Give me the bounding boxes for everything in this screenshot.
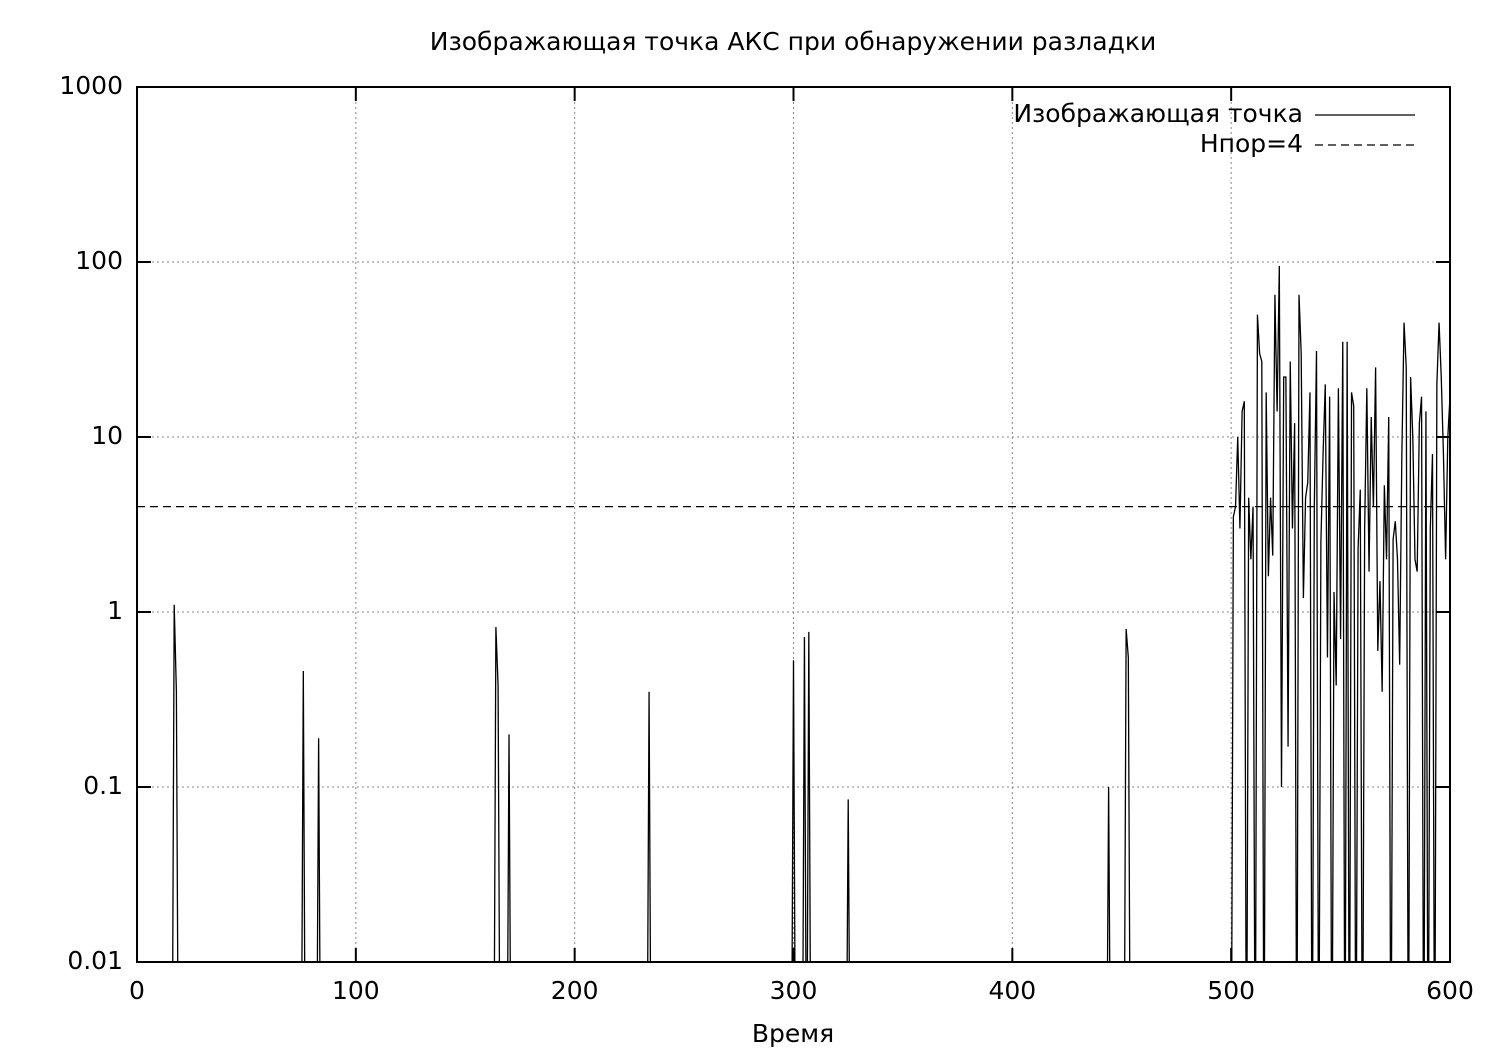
y-tick-label: 0.01	[67, 946, 123, 975]
x-tick-label: 0	[129, 976, 145, 1005]
y-tick-label: 0.1	[83, 771, 123, 800]
legend-label: Hпор=4	[1200, 129, 1303, 158]
x-tick-label: 400	[988, 976, 1036, 1005]
y-tick-label: 1000	[59, 71, 123, 100]
axes: 0.01 0.1 1 10 100 1000 0 100 200 300 400 500 600	[59, 71, 1473, 1005]
x-tick-label: 600	[1426, 976, 1474, 1005]
y-tick-label: 100	[75, 246, 123, 275]
chart-title: Изображающая точка АКС при обнаружении р…	[430, 27, 1156, 56]
x-tick-label: 100	[332, 976, 380, 1005]
y-tick-label: 10	[91, 421, 123, 450]
x-tick-label: 200	[551, 976, 599, 1005]
legend-label: Изображающая точка	[1013, 99, 1303, 128]
plot-area	[137, 265, 1450, 962]
x-tick-label: 500	[1207, 976, 1255, 1005]
y-tick-label: 1	[107, 596, 123, 625]
x-tick-label: 300	[770, 976, 818, 1005]
series-line	[172, 265, 1450, 962]
x-axis-label: Время	[752, 1019, 834, 1048]
